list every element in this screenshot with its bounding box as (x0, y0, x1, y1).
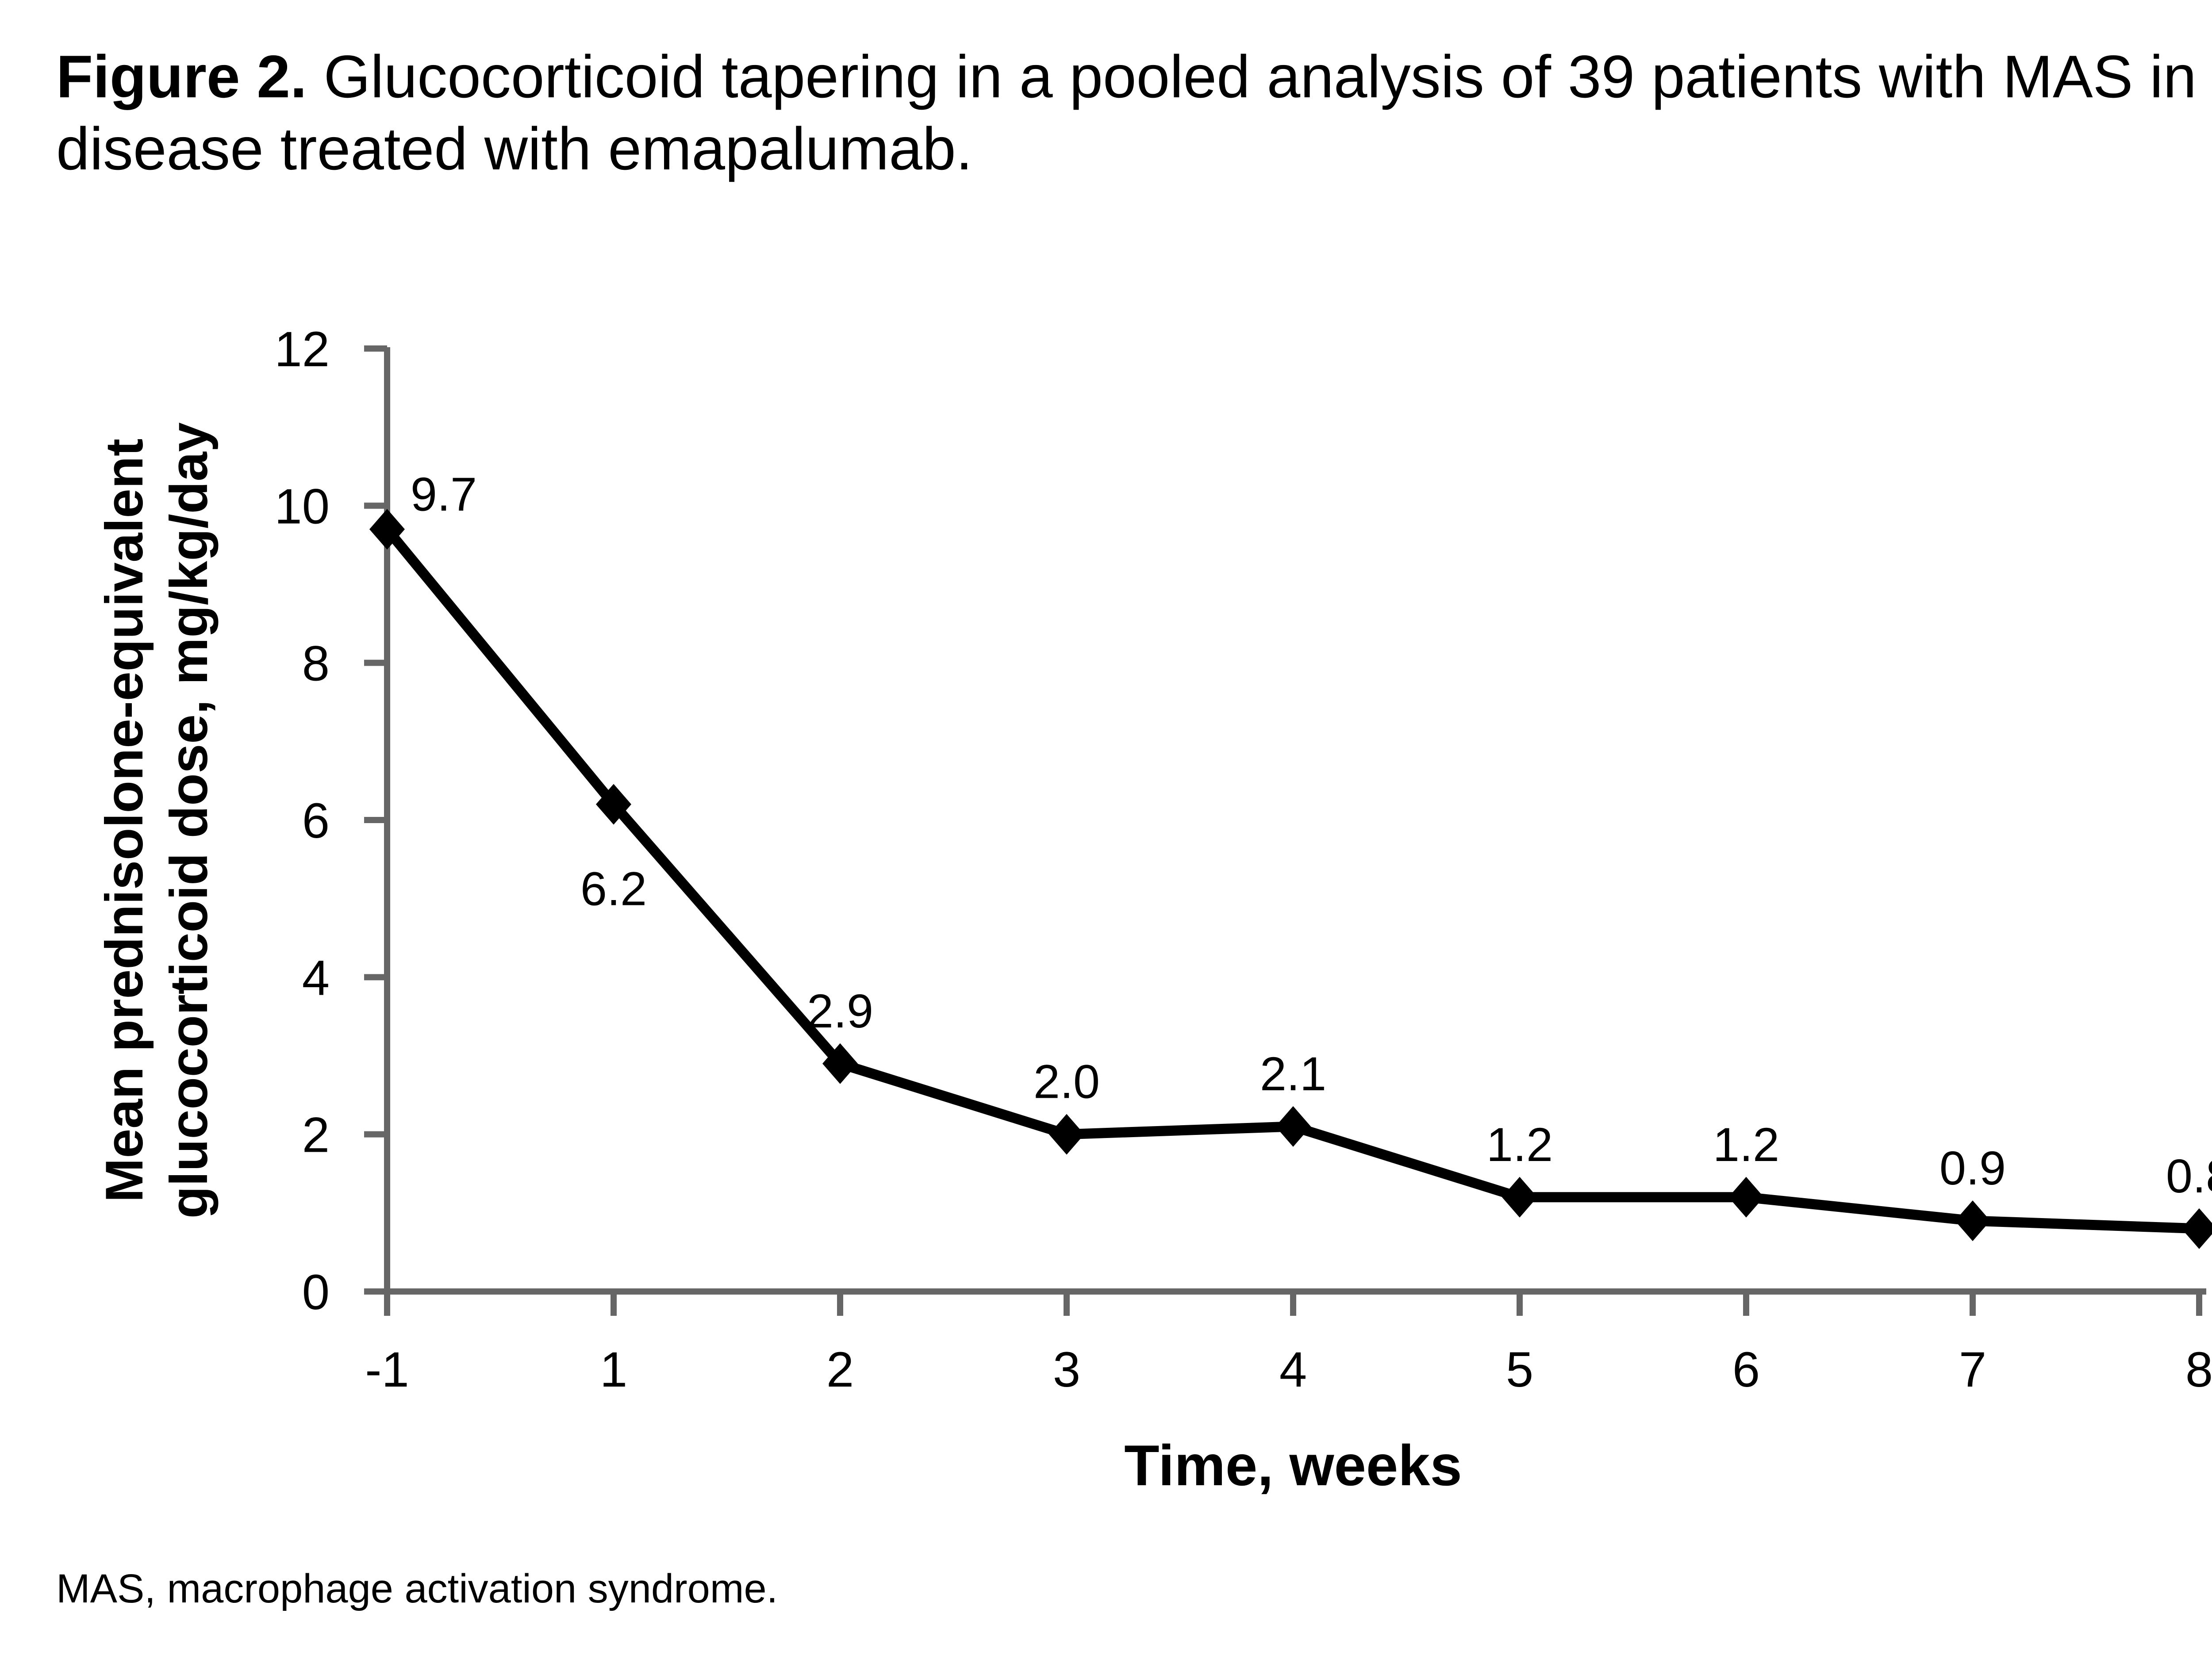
data-point-marker (1275, 1106, 1311, 1147)
x-tick-label: 4 (1279, 1342, 1307, 1397)
x-tick-label: 7 (1959, 1342, 1986, 1397)
y-tick-label: 10 (274, 479, 330, 534)
data-point-marker (1502, 1176, 1537, 1218)
y-axis-title-line2: glucocorticoid dose, mg/kg/day (159, 422, 219, 1219)
x-tick-label: 1 (600, 1342, 627, 1397)
data-label: 1.2 (1486, 1118, 1553, 1171)
data-label: 0.9 (1939, 1141, 2006, 1195)
figure-caption-text: Glucocorticoid tapering in a pooled anal… (56, 43, 2212, 183)
x-tick-label: 8 (2185, 1342, 2212, 1397)
data-label: 1.2 (1713, 1118, 1779, 1171)
y-tick-label: 0 (302, 1265, 330, 1320)
data-label: 0.8 (2166, 1149, 2212, 1203)
figure-footnote: MAS, macrophage activation syndrome. (56, 1566, 778, 1611)
x-tick-label: 2 (826, 1342, 854, 1397)
figure-number-label: Figure 2. (56, 43, 307, 110)
y-axis-title-line1: Mean prednisolone-equivalent (95, 439, 154, 1203)
data-point-marker (596, 784, 631, 825)
x-tick-label: 5 (1506, 1342, 1533, 1397)
data-label: 2.9 (807, 984, 873, 1038)
y-tick-label: 4 (302, 950, 330, 1005)
data-point-marker (1728, 1176, 1764, 1218)
x-tick-label: -1 (365, 1342, 409, 1397)
figure-title: Figure 2. Glucocorticoid tapering in a p… (56, 41, 2212, 185)
data-point-marker (1955, 1200, 1990, 1242)
y-tick-label: 8 (302, 636, 330, 691)
data-point-marker (369, 509, 405, 550)
data-point-marker (822, 1043, 858, 1084)
y-tick-label: 6 (302, 793, 330, 848)
y-tick-label: 2 (302, 1108, 330, 1163)
x-tick-label: 3 (1053, 1342, 1080, 1397)
data-label: 6.2 (580, 862, 647, 915)
y-tick-label: 12 (274, 322, 330, 377)
x-tick-label: 6 (1732, 1342, 1760, 1397)
x-axis-title: Time, weeks (1124, 1433, 1462, 1498)
data-point-marker (2181, 1208, 2212, 1249)
data-point-marker (1049, 1114, 1084, 1155)
data-label: 2.1 (1260, 1047, 1326, 1100)
data-label: 9.7 (411, 468, 477, 521)
data-label: 2.0 (1033, 1055, 1100, 1108)
